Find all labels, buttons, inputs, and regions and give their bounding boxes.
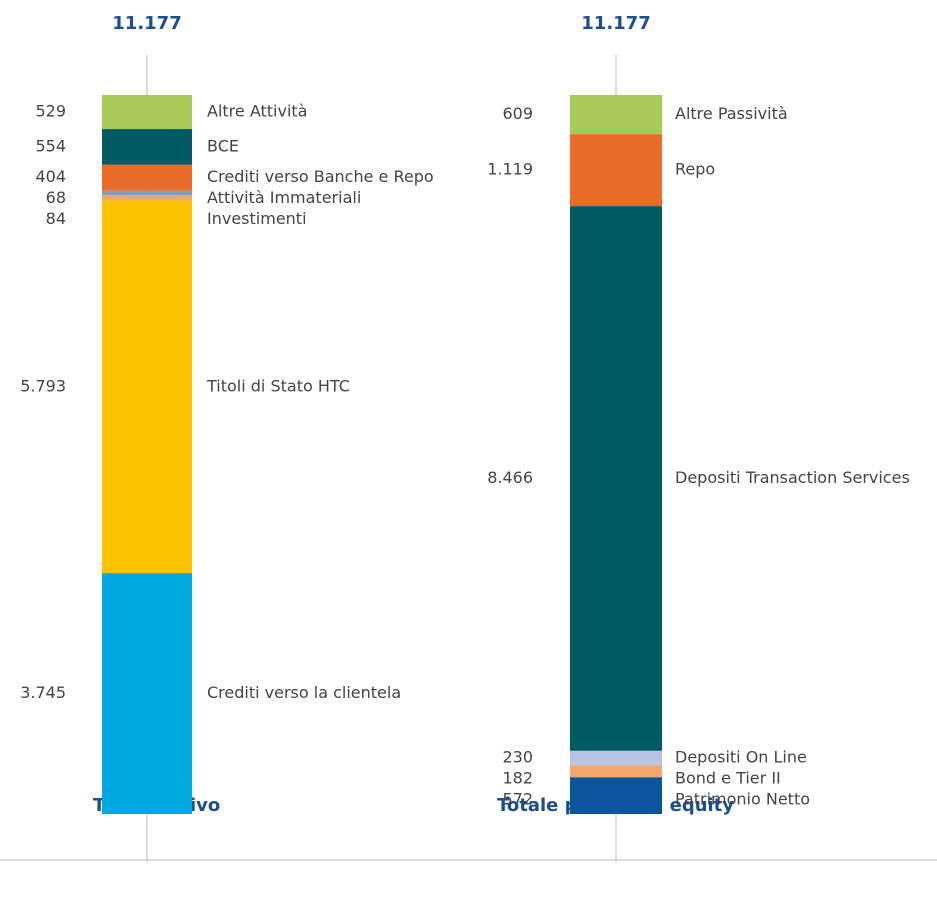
segment-name: Altre Passività [675,104,788,123]
value-label: 230 [502,748,533,767]
segment-name: BCE [207,136,239,155]
segment-name: Attività Immateriali [207,188,361,207]
bar-segment [570,777,662,814]
total-label: 11.177 [581,13,650,34]
bar-segment [102,200,192,574]
bar-segment [102,95,192,130]
value-label: 572 [502,790,533,809]
bar-segment [570,94,662,135]
bar-segment [102,164,192,191]
bar-segment [570,750,662,766]
value-label: 554 [35,136,66,155]
segment-name: Depositi On Line [675,748,807,767]
bar-segment [102,195,192,201]
segment-name: Investimenti [207,209,307,228]
value-label: 68 [46,188,66,207]
segment-name: Patrimonio Netto [675,790,810,809]
value-label: 404 [35,167,66,186]
value-label: 84 [46,209,66,228]
bar-segment [102,129,192,165]
value-label: 1.119 [487,160,533,179]
value-label: 8.466 [487,468,533,487]
bar-segment [570,134,662,207]
value-label: 182 [502,769,533,788]
bar-segment [102,190,192,196]
segment-name: Repo [675,160,715,179]
total-label: 11.177 [112,13,181,34]
segment-name: Bond e Tier II [675,769,781,788]
segment-name: Titoli di Stato HTC [206,376,350,395]
bar-segment [570,765,662,778]
segment-name: Depositi Transaction Services [675,468,910,487]
segment-name: Altre Attività [207,102,307,121]
bar-segment [570,206,662,751]
value-label: 3.745 [20,683,66,702]
value-label: 5.793 [20,376,66,395]
segment-name: Crediti verso Banche e Repo [207,167,434,186]
segment-name: Crediti verso la clientela [207,683,401,702]
value-label: 609 [502,104,533,123]
value-label: 529 [35,102,66,121]
bar-segment [102,573,192,814]
